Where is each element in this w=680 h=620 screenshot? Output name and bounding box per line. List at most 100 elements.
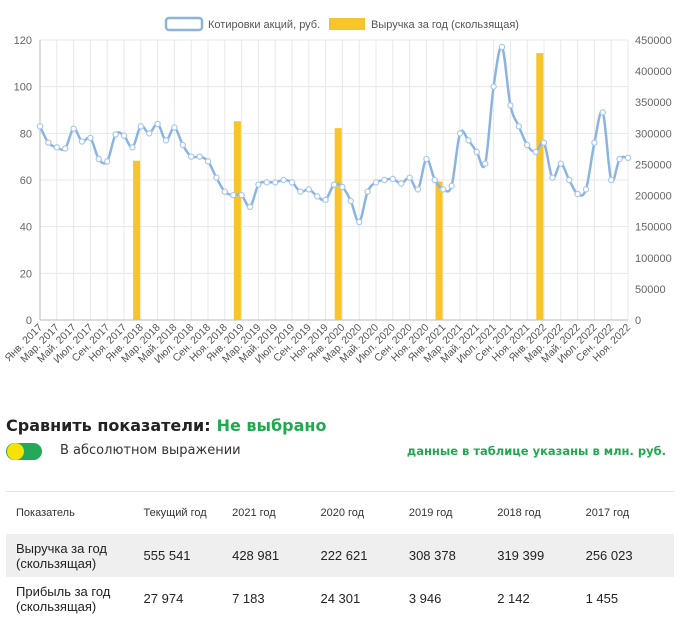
price-point xyxy=(599,109,607,116)
price-point xyxy=(507,102,514,109)
price-point xyxy=(322,196,329,204)
price-point xyxy=(137,123,144,130)
legend-swatch-revenue xyxy=(329,18,365,30)
table-cell: 7 183 xyxy=(232,591,265,606)
y-right-tick-label: 50000 xyxy=(635,284,666,296)
price-point xyxy=(196,153,203,160)
price-point xyxy=(145,130,153,137)
y-right-tick-label: 100000 xyxy=(635,253,672,265)
table-cell: 2 142 xyxy=(497,591,530,606)
price-point xyxy=(229,191,237,199)
price-point xyxy=(305,186,312,193)
revenue-bar xyxy=(233,121,241,320)
price-point xyxy=(456,130,464,137)
price-point xyxy=(246,203,254,211)
y-left-tick-label: 40 xyxy=(20,222,32,234)
y-right-tick-label: 250000 xyxy=(635,159,672,171)
y-right-tick-label: 200000 xyxy=(635,191,672,203)
price-point xyxy=(129,144,136,151)
price-point xyxy=(574,190,581,198)
y-left-tick-label: 120 xyxy=(14,35,32,47)
table-cell: 222 621 xyxy=(320,548,368,563)
table-cell: 256 023 xyxy=(585,548,633,563)
toggle-label: В абсолютном выражении xyxy=(60,443,241,458)
table-row: Прибыль за год (скользящая) 27 974 7 183… xyxy=(6,577,674,620)
price-point xyxy=(549,174,556,181)
table-cell: 3 946 xyxy=(408,591,442,606)
price-point xyxy=(238,191,245,199)
table-header: 2020 год xyxy=(320,491,409,534)
price-point xyxy=(95,155,103,163)
price-point xyxy=(288,179,296,186)
price-point xyxy=(448,182,455,190)
price-point xyxy=(414,186,422,193)
price-point xyxy=(70,125,77,132)
price-point xyxy=(171,124,178,131)
y-right-tick-label: 350000 xyxy=(635,97,672,109)
price-point xyxy=(356,218,363,226)
price-point xyxy=(624,154,632,162)
units-note: данные в таблице указаны в млн. руб. xyxy=(406,444,666,458)
y-left-tick-label: 60 xyxy=(20,175,32,187)
price-point xyxy=(372,179,380,186)
revenue-bar xyxy=(334,128,342,320)
price-point xyxy=(616,155,623,163)
table-cell: 308 378 xyxy=(408,548,456,563)
price-point xyxy=(473,148,480,156)
price-point xyxy=(406,174,413,181)
price-point xyxy=(272,179,279,186)
price-point xyxy=(314,193,321,200)
price-revenue-chart: Котировки акций, руб. Выручка за год (ско… xyxy=(3,16,672,366)
price-point xyxy=(339,183,346,191)
compare-indicators: Сравнить показатели: Не выбрано xyxy=(6,416,326,435)
price-point xyxy=(61,145,69,152)
row-label: Выручка за год (скользящая) xyxy=(16,540,107,571)
y-left-tick-label: 100 xyxy=(14,82,32,94)
table-cell: 555 541 xyxy=(143,548,191,563)
y-right-tick-label: 450000 xyxy=(635,35,672,47)
price-point xyxy=(591,139,598,146)
compare-value-link[interactable]: Не выбрано xyxy=(216,416,327,435)
y-right-tick-label: 150000 xyxy=(635,222,672,234)
table-header: 2018 год xyxy=(497,491,586,534)
price-point xyxy=(103,158,111,165)
price-point xyxy=(515,123,523,130)
price-point xyxy=(255,181,262,188)
price-point xyxy=(482,160,489,167)
table-cell: 27 974 xyxy=(143,591,184,606)
y-left-tick-label: 0 xyxy=(26,315,32,327)
y-right-tick-label: 400000 xyxy=(635,66,672,78)
legend-label-price: Котировки акций, руб. xyxy=(208,19,320,31)
price-point xyxy=(87,134,94,142)
compare-label: Сравнить показатели: xyxy=(6,416,211,435)
price-point xyxy=(389,175,396,183)
revenue-bar xyxy=(536,53,544,320)
price-point xyxy=(440,186,447,193)
row-label: Прибыль за год (скользящая) xyxy=(16,583,111,614)
revenue-bar xyxy=(435,181,443,320)
absolute-toggle[interactable] xyxy=(6,443,42,460)
price-point xyxy=(423,155,430,163)
price-point xyxy=(540,139,548,146)
price-point xyxy=(221,188,228,195)
price-point xyxy=(532,148,539,156)
price-point xyxy=(45,139,52,146)
table-header: 2017 год xyxy=(585,491,674,534)
price-point xyxy=(566,176,573,184)
price-point xyxy=(179,141,186,149)
table-header-row: Показатель Текущий год 2021 год 2020 год… xyxy=(6,491,674,534)
price-point xyxy=(347,197,354,205)
price-point xyxy=(557,160,565,167)
table-cell: 319 399 xyxy=(497,548,545,563)
price-point xyxy=(154,120,161,128)
price-point xyxy=(381,176,388,184)
price-point xyxy=(431,176,438,184)
y-right-tick-label: 300000 xyxy=(635,128,672,140)
revenue-bar xyxy=(133,160,141,320)
price-point xyxy=(162,137,170,144)
price-point xyxy=(263,179,270,186)
toggle-knob xyxy=(7,443,24,460)
table-header: Показатель xyxy=(6,491,144,534)
price-point xyxy=(582,186,590,193)
price-point xyxy=(187,153,195,160)
